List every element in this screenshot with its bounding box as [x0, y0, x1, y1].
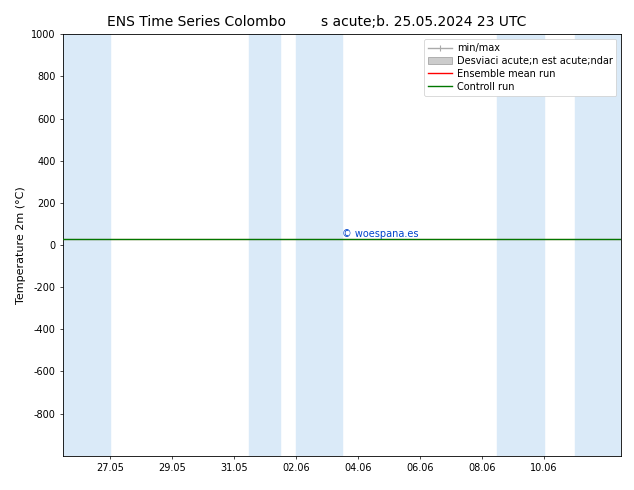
Bar [63, 34, 110, 456]
Legend: min/max, Desviaci acute;n est acute;ndar, Ensemble mean run, Controll run: min/max, Desviaci acute;n est acute;ndar… [424, 39, 616, 96]
Bar [249, 34, 280, 456]
Bar [575, 34, 621, 456]
Text: ENS Time Series Colombo        s acute;b. 25.05.2024 23 UTC: ENS Time Series Colombo s acute;b. 25.05… [107, 15, 527, 29]
Bar [497, 34, 544, 456]
Bar [296, 34, 342, 456]
Text: © woespana.es: © woespana.es [342, 229, 419, 239]
Y-axis label: Temperature 2m (°C): Temperature 2m (°C) [16, 186, 26, 304]
